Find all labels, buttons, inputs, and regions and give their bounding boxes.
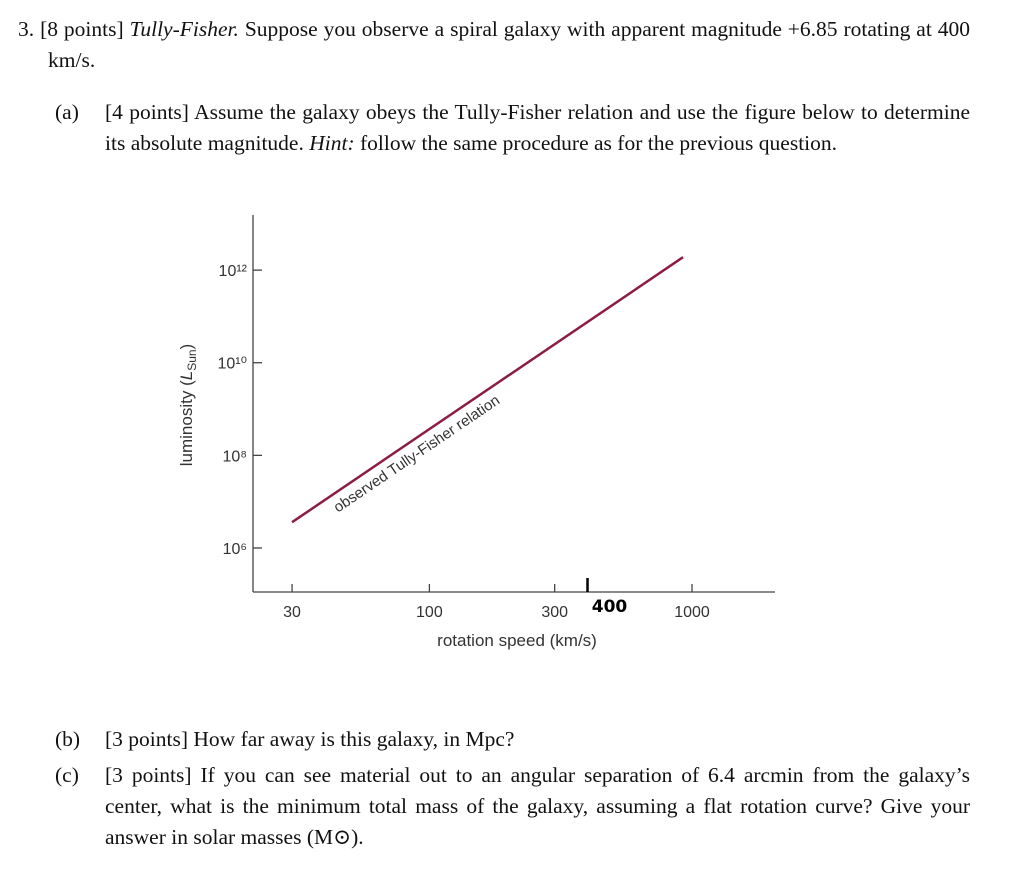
y-label-part: ) — [177, 344, 196, 350]
chart: rotation speed (km/s) luminosity (LSun) … — [177, 215, 775, 650]
x-axis-label: rotation speed (km/s) — [437, 631, 597, 650]
annotation-label: 400 — [592, 597, 628, 617]
hint-text: follow the same procedure as for the pre… — [359, 131, 838, 155]
y-label-part: L — [177, 371, 196, 380]
part-b: (b) [3 points] How far away is this galax… — [55, 724, 970, 755]
part-c: (c) [3 points] If you can see material ou… — [55, 760, 970, 853]
part-label: (a) — [55, 100, 79, 124]
points: [4 points] — [105, 100, 189, 124]
line — [291, 256, 684, 524]
x-tick-label: 300 — [541, 604, 568, 621]
y-tick-label: 10¹⁰ — [217, 356, 247, 373]
x-tick-label: 1000 — [674, 604, 710, 621]
y-tick-label: 10⁸ — [222, 448, 247, 465]
question-text: Suppose you observe a spiral galaxy with… — [48, 17, 971, 72]
part-label: (c) — [55, 763, 79, 787]
part-a: (a) [4 points] Assume the galaxy obeys th… — [55, 97, 970, 159]
x-tick-label: 30 — [283, 604, 301, 621]
y-label-part: luminosity ( — [177, 380, 196, 466]
hint-label: Hint: — [309, 131, 355, 155]
y-tick-label: 10⁶ — [223, 541, 247, 558]
y-tick-label: 10¹² — [219, 263, 248, 280]
points: [3 points] — [105, 727, 189, 751]
question: 3. [8 points] Tully-Fisher. Suppose you … — [18, 14, 970, 76]
y-axis-label: luminosity (LSun) — [177, 344, 199, 466]
part-text: How far away is this galaxy, in Mpc? — [193, 727, 515, 751]
question-number: 3. — [18, 17, 35, 41]
y-label-part: Sun — [185, 349, 199, 370]
part-label: (b) — [55, 727, 81, 751]
points: [3 points] — [105, 763, 192, 787]
part-text: Assume the galaxy obeys the Tully-Fisher… — [105, 100, 970, 155]
series-label: observed Tully-Fisher relation — [331, 392, 503, 516]
points: [8 points] — [40, 17, 124, 41]
part-text: If you can see material out to an angula… — [105, 763, 970, 849]
question-title: Tully-Fisher. — [129, 17, 239, 41]
x-tick-label: 100 — [416, 604, 443, 621]
